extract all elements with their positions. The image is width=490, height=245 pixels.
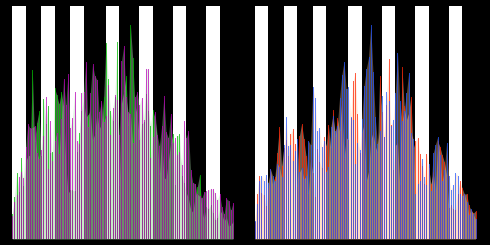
Bar — [382, 6, 395, 239]
Bar — [348, 6, 362, 239]
Bar — [173, 6, 186, 239]
Bar — [12, 6, 25, 239]
Bar — [139, 6, 153, 239]
Bar — [255, 6, 268, 239]
Bar — [449, 6, 462, 239]
Bar — [416, 6, 429, 239]
Bar — [41, 6, 54, 239]
Bar — [313, 6, 326, 239]
Bar — [106, 6, 119, 239]
Bar — [70, 6, 84, 239]
Bar — [206, 6, 220, 239]
Bar — [284, 6, 297, 239]
